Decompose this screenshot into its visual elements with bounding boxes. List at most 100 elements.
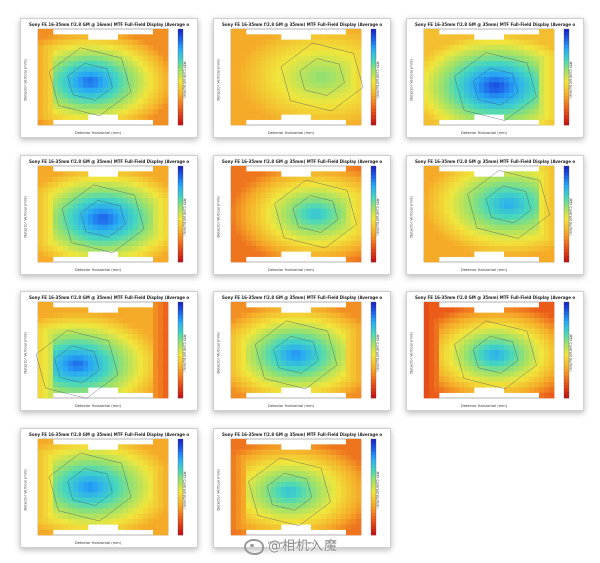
heat-cell <box>336 503 342 509</box>
heat-cell <box>133 312 139 319</box>
heat-cell <box>158 360 164 367</box>
heat-cell <box>83 371 89 377</box>
heat-cell <box>291 50 297 56</box>
heat-cell <box>311 219 317 225</box>
heat-cell <box>351 50 357 56</box>
colorbar-segment <box>564 362 569 367</box>
heat-cell <box>444 230 450 236</box>
heat-cell <box>499 61 505 67</box>
heat-cell <box>256 50 262 56</box>
heat-cell <box>331 34 337 40</box>
mtf-chart-card[interactable]: Sony FE 16-35mm f/2.8 GM @ 35mm) MTF Ful… <box>20 155 198 275</box>
heat-cell <box>251 182 257 188</box>
heat-cell <box>539 208 545 215</box>
heat-cell <box>439 176 445 183</box>
heat-cell <box>286 219 292 225</box>
heat-cell <box>484 323 490 329</box>
heat-cell <box>509 366 515 372</box>
heat-cell <box>529 55 535 62</box>
heat-cell <box>148 344 154 351</box>
heat-cell <box>326 481 332 488</box>
mtf-chart-card[interactable]: Sony FE 16-35mm f/2.8 GM @ 35mm) MTF Ful… <box>20 428 198 548</box>
heat-cell <box>469 224 475 231</box>
heat-cell <box>311 198 317 204</box>
mtf-chart-card[interactable]: Sony FE 16-35mm f/2.8 GM @ 35mm) MTF Ful… <box>213 155 391 275</box>
heat-cell <box>128 55 134 62</box>
heat-cell <box>153 114 159 120</box>
mtf-chart-card[interactable]: Sony FE 16-35mm f/2.8 GM @ 35mm) MTF Ful… <box>213 18 391 138</box>
heat-cell <box>78 176 84 183</box>
heat-cell <box>271 82 277 88</box>
heat-cell <box>306 465 312 472</box>
heat-cell <box>256 187 262 193</box>
mtf-chart-card[interactable]: Sony FE 16-35mm f/2.8 GM @ 35mm) MTF Ful… <box>213 428 391 548</box>
heat-cell <box>291 476 297 482</box>
heat-cell <box>524 307 530 313</box>
colorbar-segment <box>178 35 183 39</box>
heat-cell <box>291 224 297 231</box>
heat-cell <box>231 465 237 472</box>
heat-cell <box>281 503 287 509</box>
heat-cell <box>271 334 277 340</box>
heat-cell <box>83 61 89 67</box>
heat-cell <box>494 71 500 78</box>
colorbar-segment <box>178 388 183 392</box>
heat-cell <box>346 39 352 46</box>
mtf-chart-card[interactable]: Sony FE 16-35mm f/2.8 GM @ 35mm) MTF Ful… <box>406 291 584 411</box>
heat-cell <box>351 339 357 345</box>
mtf-chart-card[interactable]: Sony FE 16-35mm f/2.8 GM @ 35mm) MTF Ful… <box>406 155 584 275</box>
heat-cell <box>118 497 124 504</box>
colorbar-segment <box>371 242 376 247</box>
heat-cell <box>261 71 267 78</box>
heat-cell <box>316 371 322 377</box>
heat-cell <box>158 45 164 51</box>
heat-cell <box>286 360 292 367</box>
colorbar-segment <box>178 467 183 472</box>
heat-cell <box>549 387 555 393</box>
mtf-chart-card[interactable]: Sony FE 16-35mm f/2.8 GM @ 35mm) MTF Ful… <box>406 18 584 138</box>
heat-cell <box>246 328 252 335</box>
heat-cell <box>459 66 465 72</box>
heat-cell <box>143 39 149 46</box>
heat-cell <box>504 61 510 67</box>
heat-cell <box>356 114 362 120</box>
heat-cell <box>128 208 134 215</box>
mtf-chart-card[interactable]: Sony FE 16-35mm f/2.8 GM @ 35mm) MTF Ful… <box>213 291 391 411</box>
heat-cell <box>48 176 54 183</box>
heat-cell <box>113 503 119 509</box>
heat-cell <box>68 339 74 345</box>
heat-cell <box>544 171 550 177</box>
heat-cell <box>158 119 164 126</box>
heat-cell <box>281 508 287 514</box>
heat-cell <box>434 208 440 215</box>
heat-cell <box>83 114 89 120</box>
heat-cell <box>68 224 74 231</box>
heat-cell <box>48 109 54 115</box>
heat-cell <box>459 50 465 56</box>
mtf-chart-card[interactable]: Sony FE 16-35mm f/2.8 GM @ 35mm) MTF Ful… <box>20 291 198 411</box>
heat-cell <box>138 224 144 231</box>
heat-cell <box>529 334 535 340</box>
heat-cell <box>434 219 440 225</box>
heat-cell <box>63 492 69 498</box>
heat-cell <box>73 171 79 177</box>
heat-cell <box>38 312 44 319</box>
mtf-chart-card[interactable]: Sony FE 16-35mm f/2.8 GM @ 16mm) MTF Ful… <box>20 18 198 138</box>
heat-cell <box>98 82 104 88</box>
heat-cell <box>48 318 54 324</box>
heat-cell <box>113 376 119 383</box>
heat-cell <box>251 39 257 46</box>
colorbar-segment <box>371 230 376 234</box>
heat-cell <box>356 246 362 252</box>
colorbar-segment <box>178 350 183 354</box>
heat-cell <box>509 71 515 78</box>
heat-cell <box>113 219 119 225</box>
heat-cell <box>336 103 342 110</box>
heat-cell <box>439 371 445 377</box>
heat-cell <box>128 476 134 482</box>
heat-cell <box>241 334 247 340</box>
heat-cell <box>356 371 362 377</box>
heat-cell <box>444 240 450 247</box>
heat-cell <box>444 203 450 209</box>
colorbar-segment <box>371 61 376 65</box>
